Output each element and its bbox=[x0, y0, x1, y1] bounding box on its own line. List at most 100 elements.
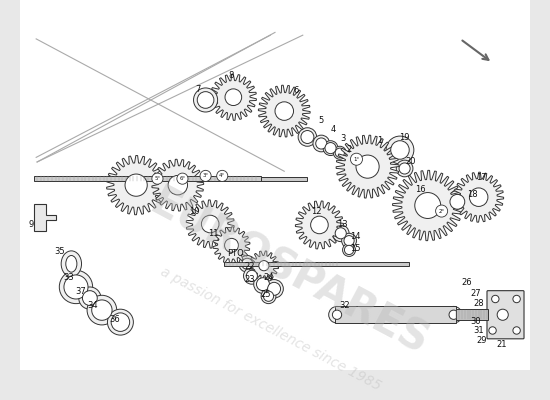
Circle shape bbox=[513, 295, 520, 303]
Polygon shape bbox=[261, 177, 307, 180]
Text: 25: 25 bbox=[261, 290, 271, 299]
Circle shape bbox=[125, 174, 147, 196]
Text: 2: 2 bbox=[346, 146, 351, 154]
Circle shape bbox=[200, 170, 211, 182]
Polygon shape bbox=[152, 159, 204, 211]
Circle shape bbox=[217, 170, 228, 182]
Text: 12: 12 bbox=[311, 206, 322, 216]
Circle shape bbox=[446, 306, 462, 323]
Text: 17: 17 bbox=[476, 173, 487, 182]
Circle shape bbox=[350, 153, 362, 165]
Polygon shape bbox=[455, 309, 488, 320]
Circle shape bbox=[256, 278, 270, 291]
Polygon shape bbox=[34, 204, 56, 232]
Circle shape bbox=[268, 282, 280, 295]
Text: 8: 8 bbox=[229, 72, 234, 80]
Text: a passion for excellence since 1985: a passion for excellence since 1985 bbox=[158, 264, 383, 393]
Text: 11: 11 bbox=[208, 229, 218, 238]
Circle shape bbox=[298, 128, 317, 146]
Text: 22: 22 bbox=[245, 262, 255, 271]
Circle shape bbox=[311, 216, 328, 234]
Circle shape bbox=[323, 141, 338, 156]
Circle shape bbox=[59, 270, 92, 304]
Circle shape bbox=[489, 327, 496, 334]
Polygon shape bbox=[454, 172, 504, 222]
Polygon shape bbox=[258, 85, 310, 137]
Circle shape bbox=[275, 102, 294, 120]
Circle shape bbox=[450, 194, 465, 209]
Circle shape bbox=[197, 92, 214, 108]
Circle shape bbox=[87, 295, 117, 325]
Text: 5°: 5° bbox=[155, 176, 161, 181]
Circle shape bbox=[263, 291, 273, 301]
Text: 27: 27 bbox=[471, 289, 481, 298]
Circle shape bbox=[239, 256, 256, 272]
Circle shape bbox=[201, 215, 219, 233]
Circle shape bbox=[241, 258, 253, 269]
Circle shape bbox=[82, 291, 97, 306]
Ellipse shape bbox=[61, 251, 81, 277]
Circle shape bbox=[244, 268, 260, 284]
Circle shape bbox=[332, 225, 349, 242]
Circle shape bbox=[356, 155, 379, 178]
Text: 20: 20 bbox=[406, 158, 416, 166]
Circle shape bbox=[415, 192, 441, 218]
Polygon shape bbox=[295, 201, 344, 249]
Circle shape bbox=[246, 270, 257, 282]
Circle shape bbox=[386, 136, 414, 164]
Circle shape bbox=[64, 275, 88, 299]
Text: 29: 29 bbox=[476, 336, 487, 345]
Circle shape bbox=[449, 310, 458, 319]
Polygon shape bbox=[335, 306, 455, 323]
Circle shape bbox=[342, 233, 356, 248]
Circle shape bbox=[92, 300, 112, 320]
Circle shape bbox=[493, 306, 512, 324]
Circle shape bbox=[492, 295, 499, 303]
Circle shape bbox=[225, 89, 241, 106]
Circle shape bbox=[396, 160, 413, 177]
Text: 35: 35 bbox=[54, 247, 64, 256]
Circle shape bbox=[446, 191, 469, 213]
Text: 5: 5 bbox=[318, 116, 324, 125]
Text: 10: 10 bbox=[189, 206, 200, 216]
Circle shape bbox=[313, 135, 329, 152]
Circle shape bbox=[265, 280, 283, 298]
Text: 36: 36 bbox=[109, 315, 120, 324]
Text: 6: 6 bbox=[294, 86, 299, 95]
Text: 37: 37 bbox=[75, 287, 86, 296]
Circle shape bbox=[259, 260, 269, 271]
Circle shape bbox=[399, 163, 410, 174]
Text: 9: 9 bbox=[29, 220, 34, 230]
Circle shape bbox=[335, 228, 346, 239]
Polygon shape bbox=[210, 74, 256, 120]
Polygon shape bbox=[336, 135, 399, 198]
Ellipse shape bbox=[66, 256, 77, 272]
Text: 23: 23 bbox=[245, 275, 255, 284]
Circle shape bbox=[344, 245, 354, 254]
Text: 15: 15 bbox=[350, 244, 361, 252]
Text: 4°: 4° bbox=[219, 173, 225, 178]
Circle shape bbox=[177, 173, 188, 184]
Circle shape bbox=[168, 176, 188, 195]
Text: 6°: 6° bbox=[179, 176, 185, 181]
Text: 3°: 3° bbox=[202, 173, 208, 178]
Circle shape bbox=[344, 236, 354, 246]
Circle shape bbox=[333, 146, 346, 159]
Text: 14: 14 bbox=[350, 232, 361, 240]
Circle shape bbox=[332, 310, 342, 319]
Text: 33: 33 bbox=[63, 273, 74, 282]
Text: 1: 1 bbox=[377, 136, 382, 145]
Text: 34: 34 bbox=[87, 301, 98, 310]
Polygon shape bbox=[107, 156, 166, 215]
Circle shape bbox=[335, 148, 344, 157]
Circle shape bbox=[469, 188, 488, 206]
Text: 13: 13 bbox=[337, 220, 348, 228]
Text: 31: 31 bbox=[474, 326, 484, 335]
Polygon shape bbox=[186, 200, 234, 248]
Circle shape bbox=[316, 138, 327, 149]
Circle shape bbox=[152, 173, 163, 184]
Text: 19: 19 bbox=[399, 132, 410, 142]
Circle shape bbox=[261, 289, 276, 304]
Circle shape bbox=[329, 306, 345, 323]
Text: 4: 4 bbox=[331, 125, 336, 134]
